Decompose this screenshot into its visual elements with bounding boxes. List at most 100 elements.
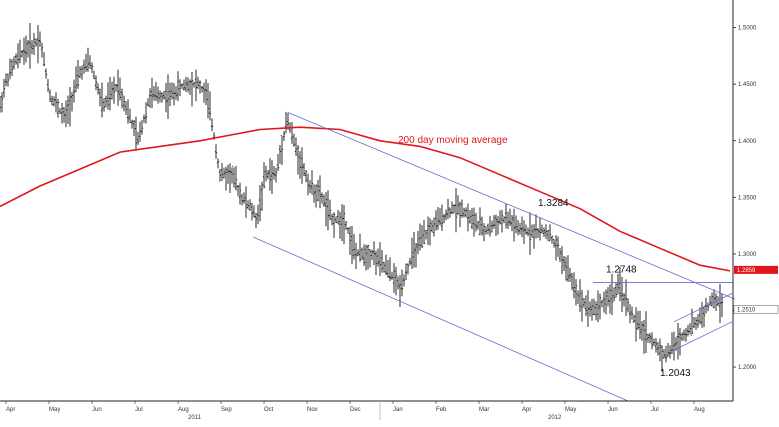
- ohlc-bar: [136, 131, 140, 145]
- ohlc-bar: [202, 82, 206, 103]
- ohlc-bar: [72, 79, 76, 103]
- ohlc-bar: [134, 116, 138, 151]
- ma-value-tag: [734, 265, 778, 274]
- ohlc-bar: [522, 220, 526, 244]
- ohlc-bar: [234, 165, 238, 191]
- ohlc-bar: [410, 237, 414, 270]
- ohlc-bar: [430, 220, 434, 233]
- ohlc-bar: [248, 199, 252, 211]
- ohlc-bar: [484, 226, 488, 235]
- ohlc-bar: [664, 345, 668, 363]
- ohlc-bar: [96, 83, 100, 95]
- ohlc-bar: [292, 133, 296, 147]
- moving-average-label: 200 day moving average: [398, 135, 508, 146]
- ohlc-bar: [294, 137, 298, 156]
- ohlc-bar: [674, 337, 678, 351]
- ohlc-bar: [644, 311, 648, 353]
- price-annotation: 1.2748: [606, 264, 637, 275]
- ohlc-bar: [124, 101, 128, 115]
- ohlc-bar: [510, 214, 514, 232]
- ohlc-bar: [196, 76, 200, 90]
- x-tick-label: Jan: [393, 407, 403, 413]
- ohlc-bar: [150, 77, 154, 109]
- ohlc-bar: [472, 207, 476, 237]
- ohlc-bar: [104, 95, 108, 108]
- ohlc-bar: [552, 238, 556, 248]
- ohlc-bar: [576, 290, 580, 304]
- x-tick-label: Apr: [522, 407, 531, 413]
- ohlc-bar: [250, 203, 254, 221]
- ohlc-bar: [432, 217, 436, 237]
- ohlc-bar: [54, 92, 58, 113]
- ohlc-bar: [44, 68, 48, 79]
- ohlc-bar: [6, 73, 10, 87]
- ohlc-bar: [36, 25, 40, 64]
- ohlc-bar: [466, 203, 470, 232]
- ohlc-bar: [214, 144, 218, 159]
- ohlc-bar: [270, 160, 274, 195]
- ohlc-bar: [336, 209, 340, 225]
- recent-channel-upper-line: [673, 293, 733, 323]
- ohlc-bar: [180, 83, 184, 89]
- ohlc-bar: [688, 323, 692, 335]
- ohlc-bar: [564, 256, 568, 281]
- ohlc-bar: [220, 163, 224, 181]
- ohlc-bar: [226, 164, 230, 184]
- ohlc-bar: [106, 82, 110, 110]
- ohlc-bar: [436, 207, 440, 230]
- ohlc-bar: [92, 70, 96, 80]
- ohlc-bar: [276, 153, 280, 172]
- ohlc-bar: [126, 99, 130, 124]
- ohlc-bar: [460, 199, 464, 218]
- ohlc-bar: [0, 96, 2, 113]
- x-tick-label: Jun: [608, 407, 618, 413]
- ohlc-bar: [670, 332, 674, 355]
- ohlc-bar: [580, 289, 584, 322]
- ohlc-bar: [478, 207, 482, 236]
- ohlc-bar: [376, 248, 380, 267]
- ohlc-bar: [532, 224, 536, 249]
- ohlc-bar: [0, 92, 4, 113]
- ohlc-bar: [440, 204, 444, 231]
- ohlc-bar: [636, 310, 640, 331]
- ohlc-bar: [476, 220, 480, 230]
- ohlc-bar: [380, 249, 384, 273]
- ohlc-bar: [352, 233, 356, 260]
- y-tick-label: 1.3500: [738, 195, 757, 201]
- ohlc-bar: [638, 310, 642, 340]
- ohlc-bar: [474, 212, 478, 232]
- ohlc-bar: [660, 345, 664, 372]
- ohlc-bar: [696, 314, 700, 328]
- ohlc-bar: [512, 208, 516, 242]
- ohlc-bar: [626, 298, 630, 313]
- ohlc-bar: [508, 208, 512, 227]
- ohlc-bar: [98, 88, 102, 107]
- ohlc-bar: [374, 250, 378, 275]
- x-tick-label: Jun: [92, 407, 102, 413]
- ohlc-bar: [242, 192, 246, 204]
- ohlc-bar: [608, 284, 612, 314]
- ohlc-bar: [200, 85, 204, 93]
- ohlc-bar: [152, 86, 156, 101]
- ohlc-bar: [100, 82, 104, 118]
- ohlc-bar: [228, 163, 232, 193]
- ohlc-bar: [42, 52, 46, 66]
- ohlc-bar: [266, 169, 270, 180]
- price-value-label: 1.2510: [737, 307, 756, 313]
- y-tick-label: 1.3000: [738, 252, 757, 258]
- ohlc-bar: [434, 210, 438, 231]
- ohlc-bar: [48, 89, 52, 103]
- ohlc-bar: [700, 301, 704, 328]
- ohlc-bar: [318, 175, 322, 209]
- ohlc-bar: [648, 333, 652, 344]
- ohlc-bar: [338, 211, 342, 239]
- ohlc-bar: [38, 31, 42, 48]
- ohlc-bar: [468, 210, 472, 224]
- ohlc-bar: [84, 53, 88, 72]
- ohlc-bar: [438, 208, 442, 226]
- ohlc-bar: [110, 81, 114, 100]
- ohlc-bar: [528, 212, 532, 255]
- ohlc-bar: [284, 111, 288, 134]
- ohlc-bar: [444, 209, 448, 221]
